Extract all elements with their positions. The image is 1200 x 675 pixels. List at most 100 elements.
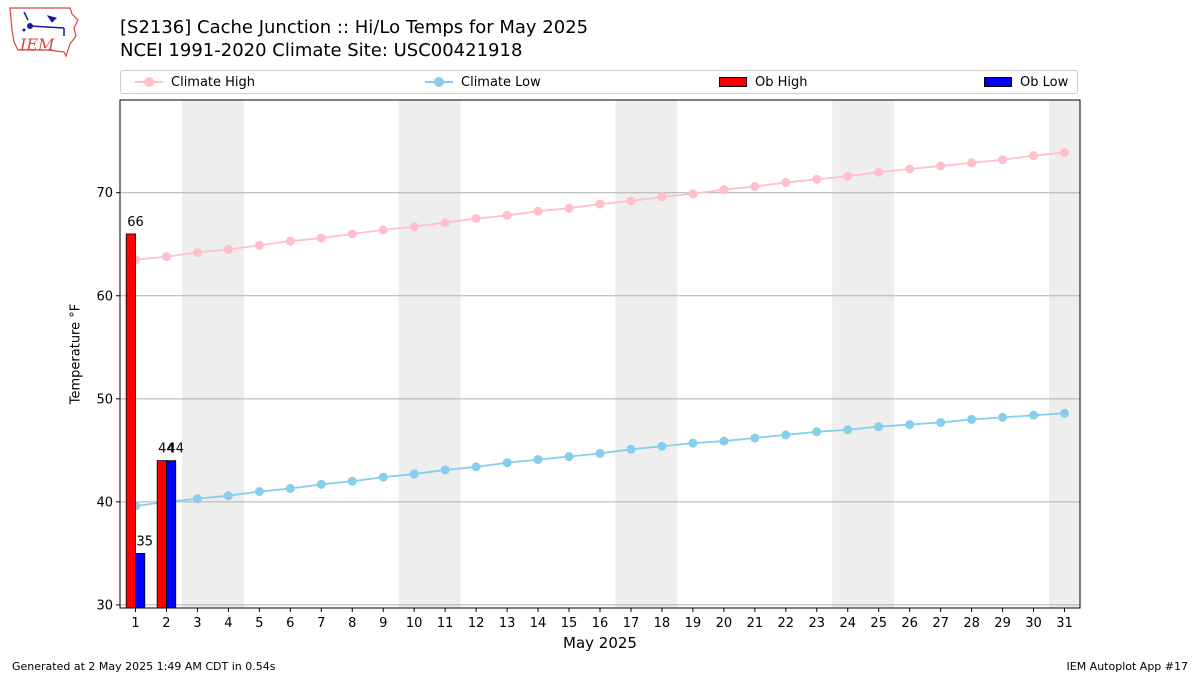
x-tick-label: 8 <box>348 616 356 631</box>
iowa-outline <box>9 7 79 58</box>
ob-low-bar <box>135 552 146 609</box>
climate-high-point <box>347 229 357 239</box>
climate-high-point <box>688 189 698 199</box>
climate-low-point <box>595 448 605 458</box>
climate-low-point <box>1060 408 1070 418</box>
x-tick-label: 25 <box>870 616 887 631</box>
climate-low-point <box>812 427 822 437</box>
x-tick-label: 15 <box>561 616 578 631</box>
x-tick-label: 21 <box>747 616 764 631</box>
weekend-shade <box>181 100 244 608</box>
x-tick-label: 5 <box>255 616 263 631</box>
weekend-shade <box>1049 100 1080 608</box>
chart-subtitle: NCEI 1991-2020 Climate Site: USC00421918 <box>120 40 523 61</box>
legend-swatch-climate-high <box>135 76 163 88</box>
climate-high-point <box>595 199 605 209</box>
climate-high-point <box>843 171 853 181</box>
climate-high-point <box>812 174 822 184</box>
ob-low-data-label: 35 <box>136 534 153 549</box>
ob-low-bar <box>166 460 177 609</box>
x-tick-label: 6 <box>286 616 294 631</box>
climate-high-point <box>223 244 233 254</box>
climate-high-point <box>564 203 574 213</box>
legend-item-ob-low: Ob Low <box>984 71 1068 93</box>
plot-frame <box>119 99 1081 609</box>
climate-low-point <box>471 462 481 472</box>
x-tick-label: 3 <box>193 616 201 631</box>
ob-low-data-label: 44 <box>167 442 184 457</box>
climate-high-point <box>626 196 636 206</box>
climate-high-point <box>781 177 791 187</box>
y-tick-label: 40 <box>96 495 113 510</box>
climate-low-point <box>657 441 667 451</box>
legend-label: Climate Low <box>461 74 541 90</box>
climate-low-point <box>192 494 202 504</box>
x-tick-label: 26 <box>901 616 918 631</box>
x-tick-label: 27 <box>932 616 949 631</box>
x-tick-label: 19 <box>685 616 702 631</box>
y-tick-label: 70 <box>96 186 113 201</box>
climate-high-point <box>285 236 295 246</box>
x-tick-label: 1 <box>131 616 139 631</box>
ob-high-data-label: 44 <box>158 442 175 457</box>
x-tick-label: 17 <box>623 616 640 631</box>
y-axis-label: Temperature °F <box>68 303 84 405</box>
x-tick-label: 4 <box>224 616 232 631</box>
footer-generated-text: Generated at 2 May 2025 1:49 AM CDT in 0… <box>12 660 276 673</box>
weather-icon <box>22 11 65 36</box>
iem-logo: IEM <box>9 7 79 58</box>
legend-item-climate-high: Climate High <box>135 71 255 93</box>
legend-label: Climate High <box>171 74 256 90</box>
climate-low-line <box>135 412 1065 507</box>
legend-label: Ob Low <box>1020 74 1069 90</box>
climate-high-point <box>874 167 884 177</box>
x-tick-label: 31 <box>1056 616 1073 631</box>
legend-swatch-ob-high <box>719 77 747 87</box>
x-tick-label: 29 <box>994 616 1011 631</box>
x-tick-label: 18 <box>654 616 671 631</box>
weekend-shade <box>398 100 461 608</box>
x-tick-label: 2 <box>162 616 170 631</box>
climate-low-point <box>719 436 729 446</box>
ob-high-bar <box>156 460 167 609</box>
climate-high-point <box>1029 151 1039 161</box>
chart-legend: Climate High Climate Low Ob High Ob Low <box>120 70 1078 94</box>
logo-text: IEM <box>19 35 55 54</box>
x-tick-label: 16 <box>592 616 609 631</box>
climate-low-point <box>874 422 884 432</box>
x-tick-label: 22 <box>778 616 795 631</box>
climate-low-point <box>223 491 233 501</box>
legend-item-ob-high: Ob High <box>719 71 808 93</box>
climate-high-point <box>1060 148 1070 158</box>
climate-high-point <box>936 161 946 171</box>
climate-low-point <box>936 418 946 428</box>
climate-low-point <box>285 483 295 493</box>
ob-high-bar <box>125 233 136 609</box>
climate-low-point <box>781 430 791 440</box>
ob-high-data-label: 66 <box>127 215 144 230</box>
climate-low-point <box>347 476 357 486</box>
climate-high-point <box>161 252 171 262</box>
climate-high-point <box>998 155 1008 165</box>
x-tick-label: 11 <box>437 616 454 631</box>
y-tick-label: 60 <box>96 289 113 304</box>
climate-low-point <box>533 455 543 465</box>
legend-swatch-climate-low <box>425 76 453 88</box>
climate-high-point <box>471 213 481 223</box>
legend-label: Ob High <box>755 74 808 90</box>
climate-high-point <box>719 185 729 195</box>
climate-low-point <box>905 420 915 430</box>
x-tick-label: 10 <box>406 616 423 631</box>
legend-item-climate-low: Climate Low <box>425 71 541 93</box>
climate-high-point <box>657 192 667 202</box>
x-tick-label: 30 <box>1025 616 1042 631</box>
climate-low-point <box>502 458 512 468</box>
x-tick-label: 9 <box>379 616 387 631</box>
climate-high-point <box>967 158 977 168</box>
x-tick-label: 20 <box>716 616 733 631</box>
climate-low-point <box>843 425 853 435</box>
legend-swatch-ob-low <box>984 77 1012 87</box>
climate-low-point <box>1029 410 1039 420</box>
climate-high-point <box>905 164 915 174</box>
